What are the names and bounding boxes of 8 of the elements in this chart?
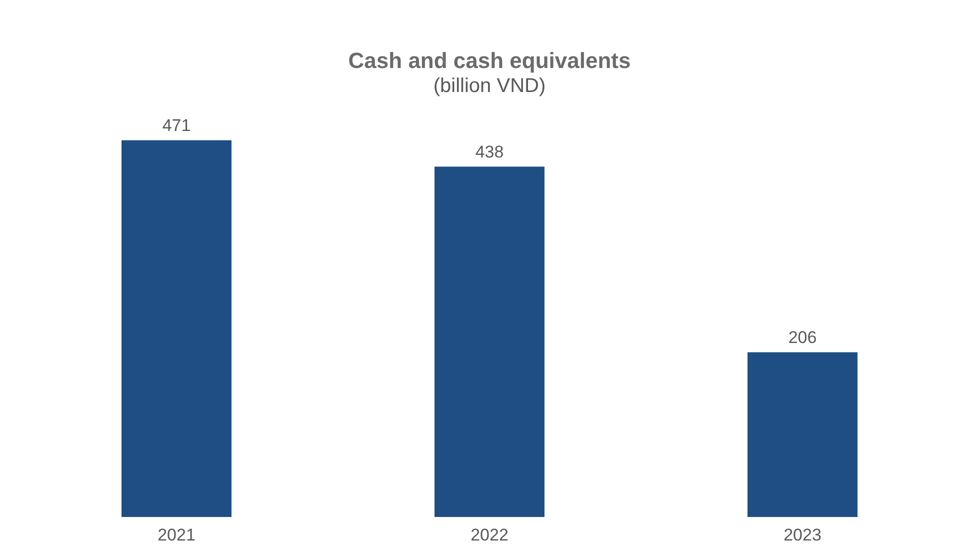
data-label: 438 [475, 142, 504, 162]
data-label: 206 [788, 328, 817, 348]
chart-title: Cash and cash equivalents [348, 48, 631, 73]
x-tick-label: 2022 [470, 526, 508, 544]
x-tick-label: 2021 [158, 526, 196, 544]
x-tick-label: 2023 [784, 526, 822, 544]
data-label: 471 [162, 116, 191, 136]
chart-subtitle: (billion VND) [433, 75, 546, 97]
